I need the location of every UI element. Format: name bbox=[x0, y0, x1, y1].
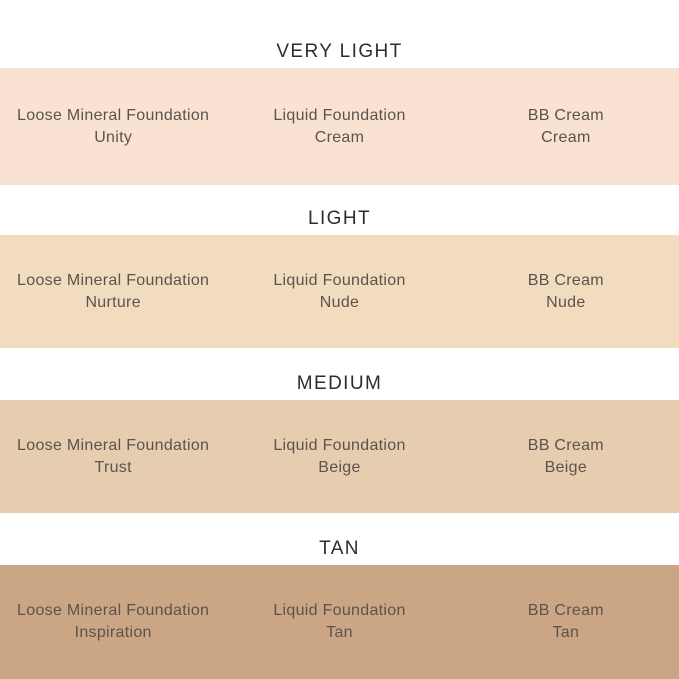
product-cell: Loose Mineral Foundation Trust bbox=[0, 435, 226, 479]
shade-section-very-light: VERY LIGHT Loose Mineral Foundation Unit… bbox=[0, 0, 679, 185]
product-line-name: BB Cream bbox=[527, 436, 604, 454]
product-shade-name: Cream bbox=[314, 128, 365, 146]
product-line-name: Liquid Foundation bbox=[273, 602, 406, 619]
shade-level-heading: LIGHT bbox=[308, 208, 371, 229]
product-shade-name: Beige bbox=[318, 458, 361, 476]
shade-swatch-band: Loose Mineral Foundation Trust Liquid Fo… bbox=[0, 400, 679, 513]
product-shade-name: Nude bbox=[319, 293, 360, 311]
product-cell: Loose Mineral Foundation Unity bbox=[0, 105, 226, 149]
product-shade-name: Tan bbox=[326, 624, 353, 641]
shade-swatch-band: Loose Mineral Foundation Unity Liquid Fo… bbox=[0, 68, 679, 185]
product-cell: Loose Mineral Foundation Inspiration bbox=[0, 600, 226, 644]
shade-level-heading: MEDIUM bbox=[296, 373, 383, 394]
product-line-name: Liquid Foundation bbox=[273, 106, 406, 124]
shade-section-tan: TAN Loose Mineral Foundation Inspiration… bbox=[0, 513, 679, 679]
product-line-name: Liquid Foundation bbox=[273, 436, 406, 454]
product-shade-name: Beige bbox=[544, 458, 588, 476]
product-cell: Liquid Foundation Tan bbox=[226, 600, 452, 644]
product-cell: BB Cream Nude bbox=[453, 270, 679, 314]
product-cell: Loose Mineral Foundation Nurture bbox=[0, 270, 226, 314]
shade-section-medium: MEDIUM Loose Mineral Foundation Trust Li… bbox=[0, 348, 679, 513]
shade-section-light: LIGHT Loose Mineral Foundation Nurture L… bbox=[0, 185, 679, 348]
product-line-name: Loose Mineral Foundation bbox=[17, 106, 210, 124]
product-shade-name: Unity bbox=[94, 128, 133, 146]
product-cell: Liquid Foundation Cream bbox=[226, 105, 452, 149]
product-shade-name: Tan bbox=[552, 624, 580, 641]
product-shade-name: Trust bbox=[94, 458, 132, 476]
product-line-name: BB Cream bbox=[527, 602, 604, 619]
product-line-name: Loose Mineral Foundation bbox=[17, 271, 210, 289]
product-line-name: Liquid Foundation bbox=[273, 271, 406, 289]
product-cell: BB Cream Beige bbox=[453, 435, 679, 479]
product-line-name: BB Cream bbox=[527, 271, 604, 289]
product-line-name: Loose Mineral Foundation bbox=[17, 436, 210, 454]
product-cell: Liquid Foundation Beige bbox=[226, 435, 452, 479]
shade-swatch-band: Loose Mineral Foundation Inspiration Liq… bbox=[0, 565, 679, 679]
product-shade-name: Inspiration bbox=[74, 624, 152, 641]
product-cell: BB Cream Tan bbox=[453, 600, 679, 644]
product-shade-name: Nurture bbox=[85, 293, 141, 311]
product-cell: Liquid Foundation Nude bbox=[226, 270, 452, 314]
product-line-name: Loose Mineral Foundation bbox=[17, 602, 210, 619]
product-shade-name: Nude bbox=[546, 293, 586, 311]
product-shade-name: Cream bbox=[541, 128, 591, 146]
shade-level-heading: VERY LIGHT bbox=[276, 41, 403, 62]
product-cell: BB Cream Cream bbox=[453, 105, 679, 149]
product-line-name: BB Cream bbox=[527, 106, 604, 124]
shade-swatch-band: Loose Mineral Foundation Nurture Liquid … bbox=[0, 235, 679, 348]
shade-level-heading: TAN bbox=[319, 538, 360, 559]
